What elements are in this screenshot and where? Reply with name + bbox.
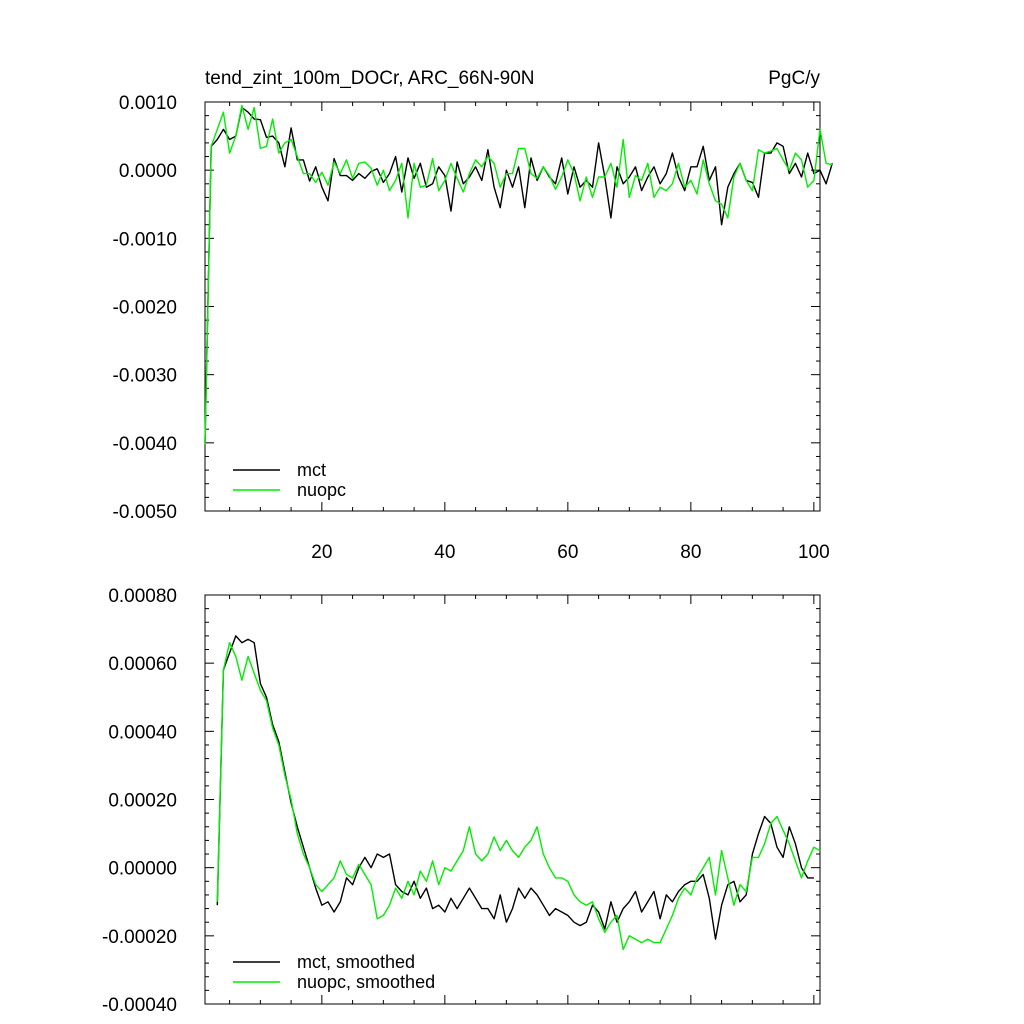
plot-frame [204,101,821,512]
series-line [216,635,814,940]
y-tick-label: 0.00060 [108,654,177,675]
y-tick-label: -0.0040 [113,434,177,455]
series-line [216,642,821,951]
x-tick-label: 40 [434,542,455,563]
series-line [204,104,833,445]
y-tick-label: -0.0050 [113,502,177,523]
top-panel: 20 40 60 80 100 0.0010 0.0000 -0.0010 -0.0020 -0.… [113,93,833,563]
y-tick-label: 0.0000 [119,161,177,182]
x-tick-label: 100 [798,542,830,563]
y-tick-label: -0.00040 [102,995,177,1016]
x-tick-label: 20 [311,542,332,563]
legend-label: nuopc [297,480,346,500]
units-label: PgC/y [768,68,820,89]
y-tick-label: -0.00020 [102,927,177,948]
chart-title: tend_zint_100m_DOCr, ARC_66N-90N [205,68,535,89]
y-tick-label: -0.0020 [113,298,177,319]
y-tick-label: 0.00020 [108,791,177,812]
legend-label: nuopc, smoothed [297,972,435,992]
bottom-panel: 0.00080 0.00060 0.00040 0.00020 0.00000 -0.00… [102,586,821,1016]
y-tick-label: 0.00040 [108,722,177,743]
y-tick-label: 0.0010 [119,93,177,114]
y-tick-label: -0.0030 [113,366,177,387]
plot-frame [204,594,821,1005]
x-tick-label: 80 [680,542,701,563]
series-line [204,106,833,443]
y-tick-label: 0.00080 [108,586,177,607]
y-tick-label: -0.0010 [113,229,177,250]
x-tick-label: 60 [557,542,578,563]
legend-label: mct [297,460,326,480]
legend-label: mct, smoothed [297,952,415,972]
y-tick-label: 0.00000 [108,859,177,880]
